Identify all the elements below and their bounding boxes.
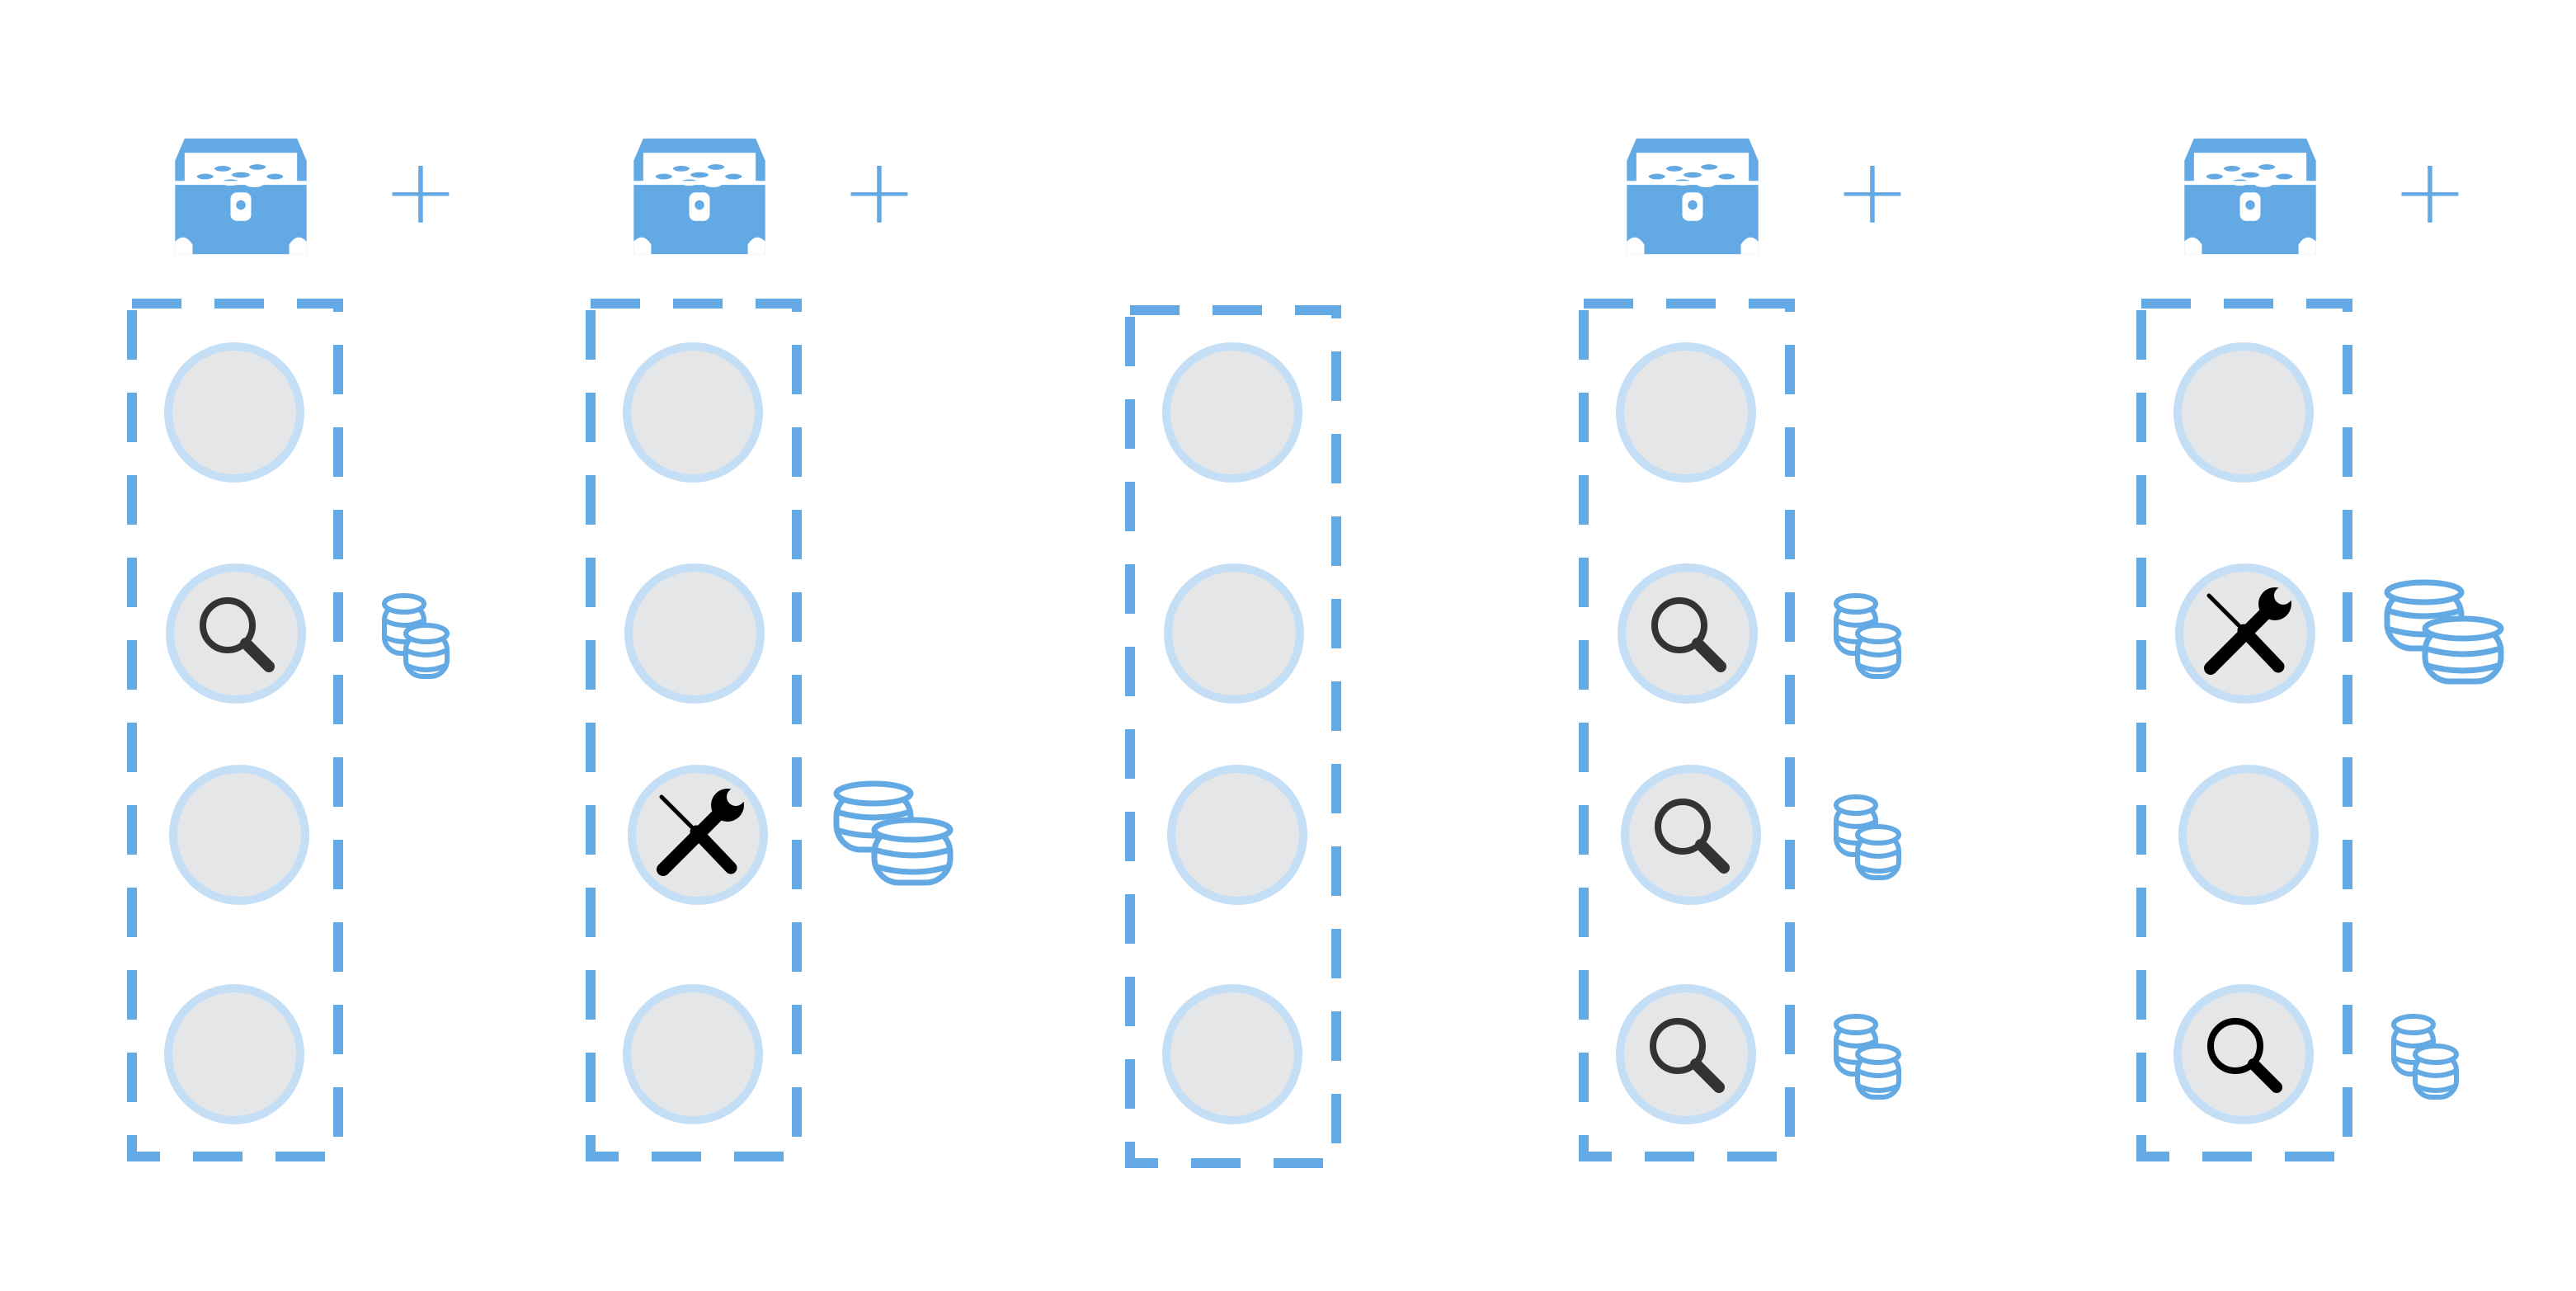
magnifier-icon [1651,597,1726,672]
slot-circle [164,984,304,1124]
slot-circle [623,984,763,1124]
column-4: + [1579,139,1910,1161]
dashed-slot-group [586,299,802,1161]
slot [164,342,304,483]
slot [2173,984,2456,1124]
plus-sign: + [841,139,917,244]
column-3 [1125,305,1341,1168]
magnifier-icon [1655,799,1730,874]
dashed-slot-group [1125,305,1341,1168]
dashed-slot-group [127,299,343,1161]
slot-circle [1621,765,1761,905]
slot [623,984,763,1124]
magnifier-icon [2207,1018,2282,1093]
slot-circle [1162,342,1302,483]
slot [1616,984,1899,1124]
slot-circle [2173,984,2314,1124]
coins-icon [1836,1016,1899,1097]
slot [169,765,309,905]
slot [2173,342,2314,483]
column-2: + [586,139,950,1161]
slot-circle [1616,984,1756,1124]
plus-sign: + [2392,139,2468,244]
slot [1616,342,1756,483]
slot-circle [1162,984,1302,1124]
plus-sign: + [383,139,459,244]
slot [164,984,304,1124]
slot [624,563,765,704]
slot-circle [1167,765,1307,905]
dashed-slot-group [1579,299,1795,1161]
slot-circle [164,342,304,483]
treasure-chest-icon [2184,139,2315,254]
slot [1167,765,1307,905]
plus-sign: + [1834,139,1910,244]
coins-stack-icon [836,784,950,883]
slot-circle [1616,342,1756,483]
slot [2175,563,2501,704]
slot [166,563,447,704]
slot [1162,984,1302,1124]
tools-icon [2204,587,2292,675]
slot-circle [623,342,763,483]
slot-circle [1618,563,1758,704]
dashed-slot-group [2136,299,2352,1161]
coins-icon [2394,1016,2456,1097]
treasure-chest-icon [633,139,765,254]
coins-icon [384,596,447,676]
slot-circle [169,765,309,905]
slot-circle [166,563,306,704]
slot-circle [624,563,765,704]
coins-icon [1836,797,1899,878]
magnifier-icon [1650,1018,1725,1093]
slot [1618,563,1899,704]
slot-circle [2173,342,2314,483]
magnifier-icon [200,597,275,672]
tools-icon [657,788,745,876]
treasure-chest-icon [175,139,306,254]
slot [1162,342,1302,483]
slot [623,342,763,483]
slot-circle [1164,563,1304,704]
slot [1621,765,1899,905]
slot [1164,563,1304,704]
slot [2178,765,2319,905]
slot [628,765,950,905]
column-1: + [127,139,459,1161]
treasure-chest-icon [1627,139,1758,254]
coins-stack-icon [2387,582,2501,681]
coins-icon [1836,596,1899,676]
slot-circle [2178,765,2319,905]
column-5: + [2136,139,2501,1161]
